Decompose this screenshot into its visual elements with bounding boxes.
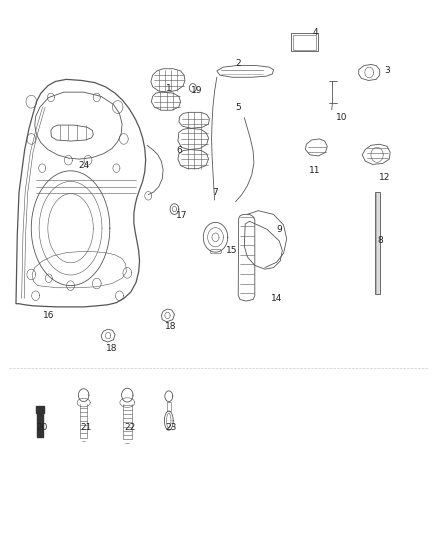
Text: 21: 21 <box>80 423 92 432</box>
Text: 15: 15 <box>226 246 238 255</box>
Text: 6: 6 <box>176 146 182 155</box>
Text: 5: 5 <box>236 102 241 111</box>
Bar <box>293 35 316 50</box>
Text: 24: 24 <box>78 161 89 170</box>
Text: 4: 4 <box>312 28 318 37</box>
Text: 14: 14 <box>271 294 283 303</box>
Bar <box>291 33 318 51</box>
Bar <box>35 406 44 413</box>
Text: 20: 20 <box>36 423 48 432</box>
Text: 17: 17 <box>176 212 187 221</box>
Text: 12: 12 <box>379 173 391 182</box>
Text: 18: 18 <box>165 322 177 331</box>
Text: 16: 16 <box>43 311 54 320</box>
Text: 3: 3 <box>384 67 390 75</box>
Text: 18: 18 <box>106 344 118 353</box>
Text: 7: 7 <box>212 188 218 197</box>
Text: 8: 8 <box>378 237 383 246</box>
Text: 22: 22 <box>124 423 135 432</box>
Text: 9: 9 <box>276 225 282 234</box>
Bar <box>166 401 171 411</box>
Polygon shape <box>375 192 380 294</box>
Text: 10: 10 <box>336 113 347 122</box>
Text: 23: 23 <box>165 423 177 432</box>
Text: 11: 11 <box>309 166 321 175</box>
Bar <box>37 411 42 437</box>
Text: 2: 2 <box>236 59 241 68</box>
Text: 1: 1 <box>166 84 172 93</box>
Text: 19: 19 <box>191 85 203 94</box>
